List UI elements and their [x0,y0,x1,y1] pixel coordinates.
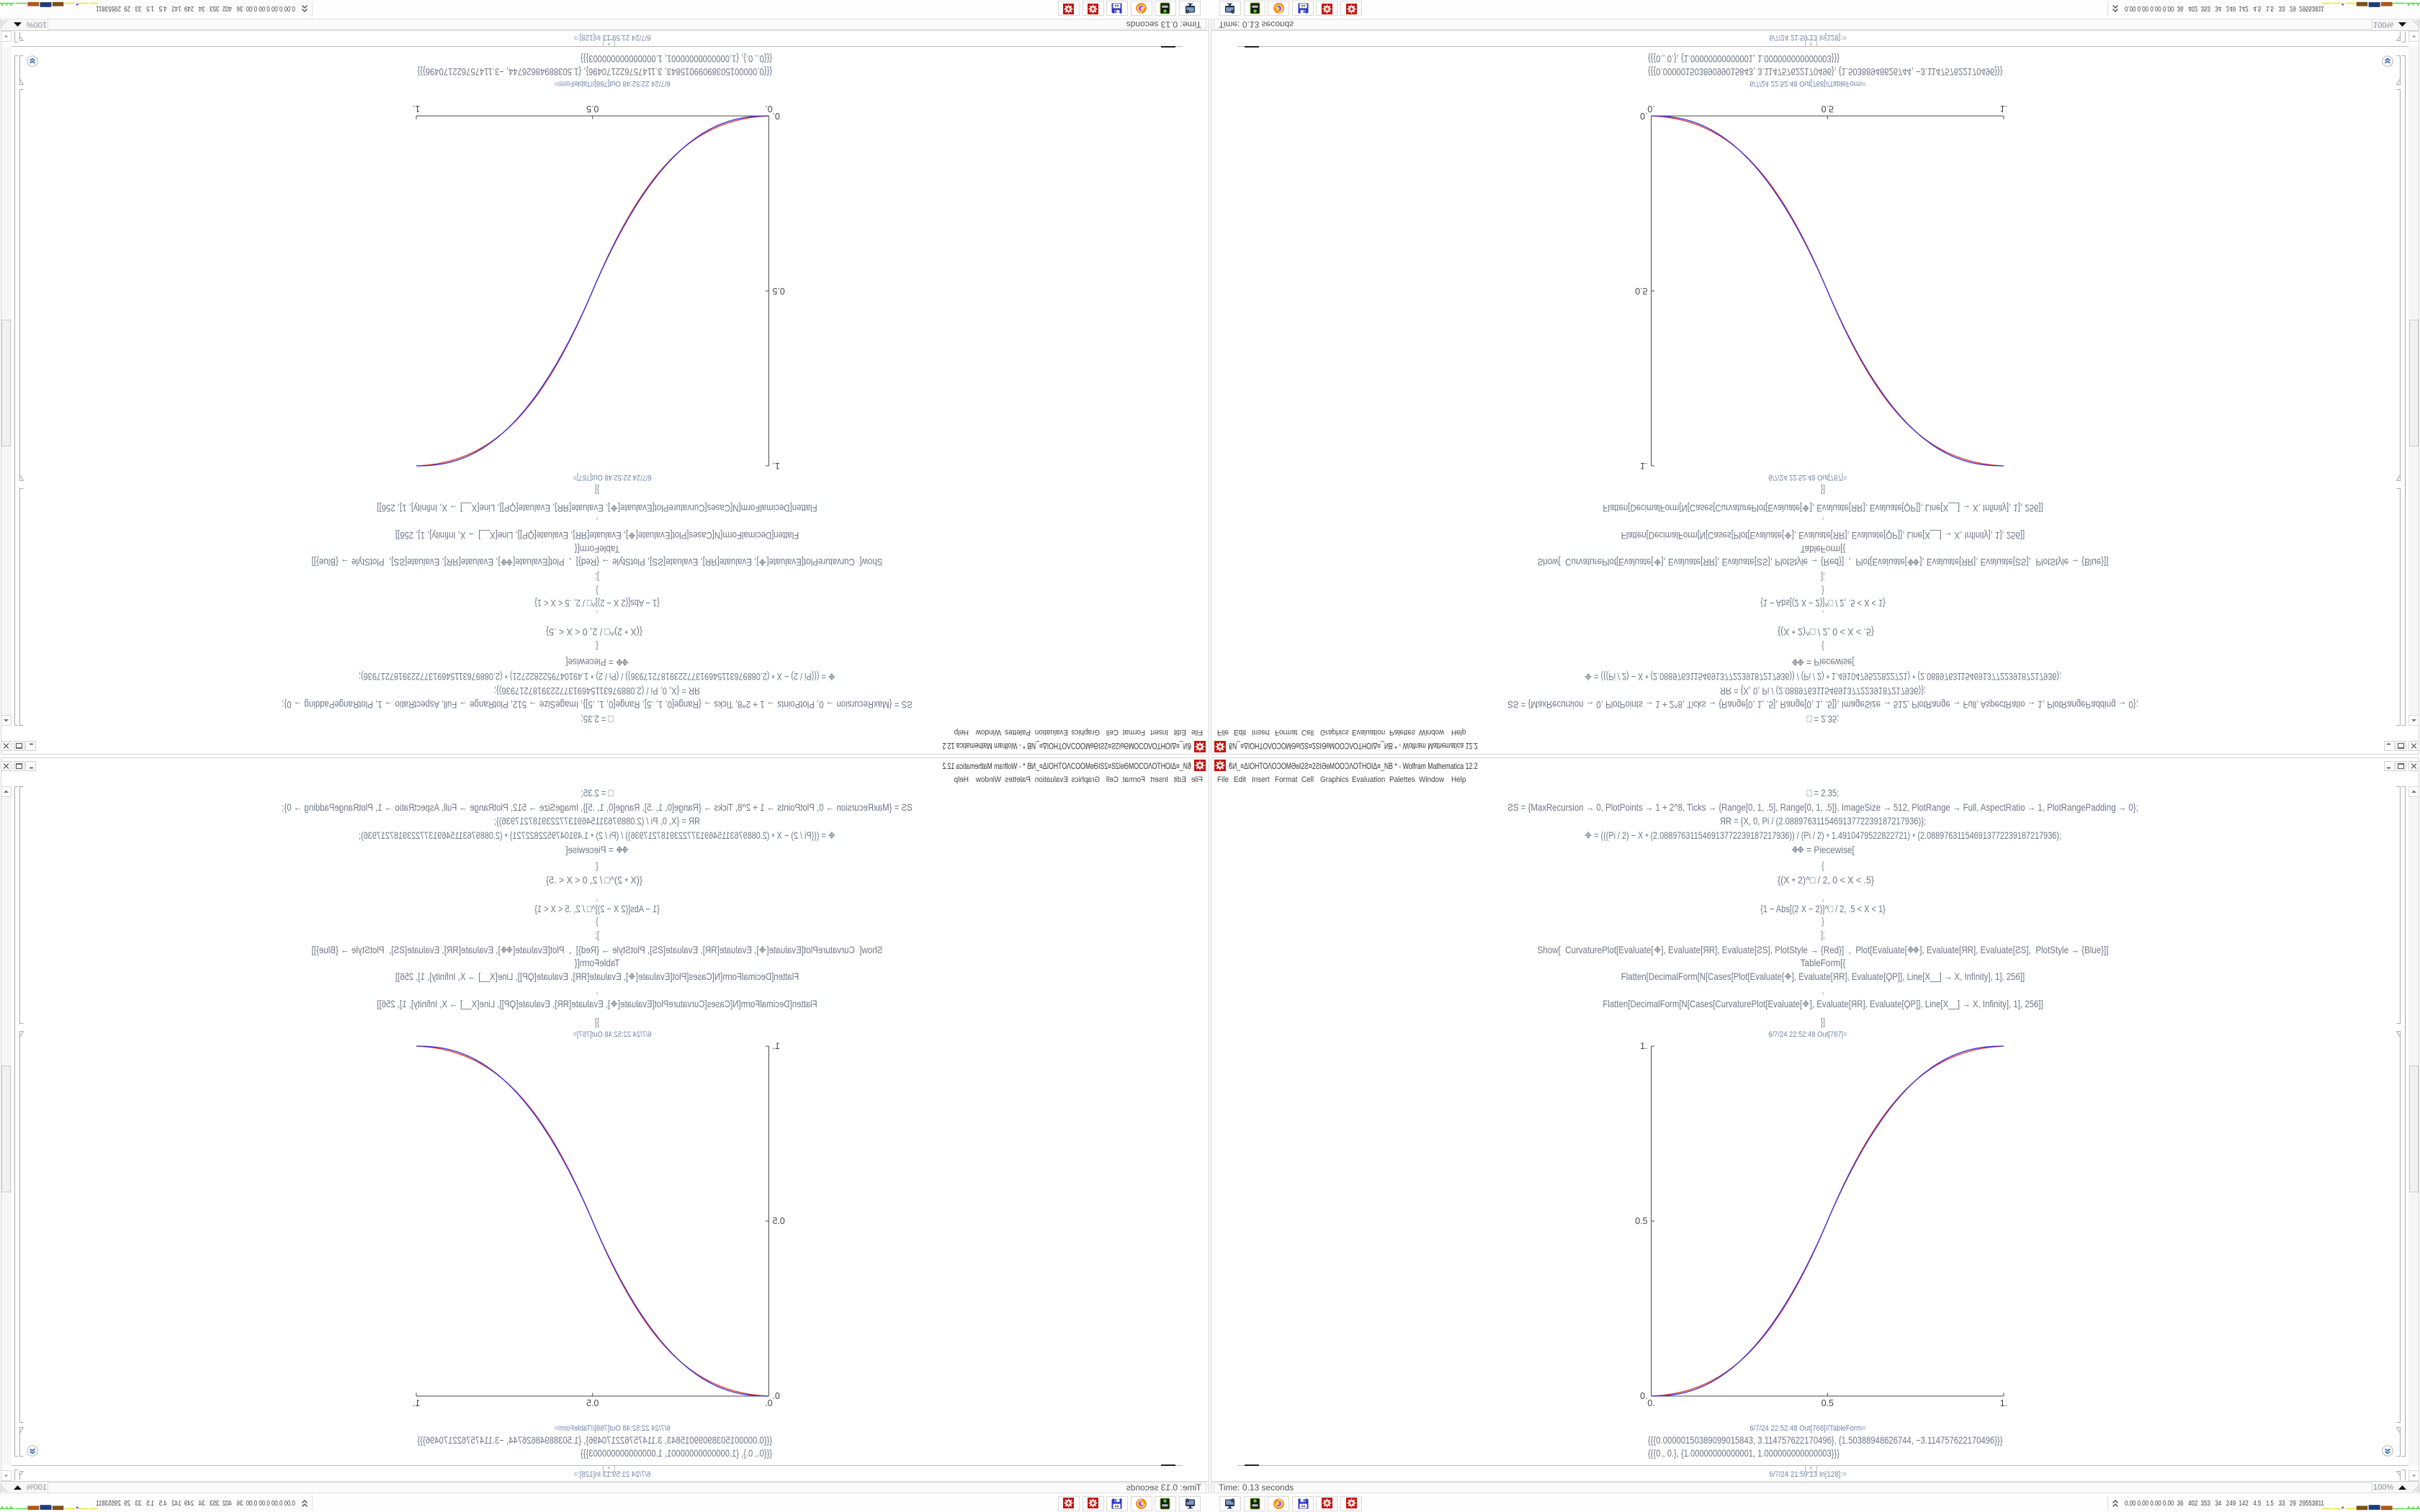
svg-text:1.: 1. [772,461,779,471]
svg-text:0.: 0. [1640,111,1647,121]
svg-text:0.5: 0.5 [586,104,599,114]
svg-text:64: 64 [1301,1505,1305,1509]
svg-text:1.: 1. [413,104,420,114]
svg-text:0.: 0. [772,111,779,121]
svg-text:64: 64 [1115,3,1119,7]
svg-text:1.: 1. [772,1041,779,1051]
svg-text:64: 64 [1301,3,1305,7]
svg-text:0.: 0. [1647,1398,1654,1408]
svg-text:0.5: 0.5 [1635,286,1647,296]
svg-text:0.5: 0.5 [586,1398,599,1408]
svg-text:0.: 0. [765,104,772,114]
svg-text:1.: 1. [413,1398,420,1408]
svg-text:0.: 0. [1647,104,1654,114]
svg-text:0.: 0. [765,1398,772,1408]
svg-text:0.5: 0.5 [772,286,784,296]
svg-text:0.5: 0.5 [1635,1216,1647,1226]
svg-text:1.: 1. [2000,104,2007,114]
svg-text:0.5: 0.5 [1821,1398,1834,1408]
svg-text:0.: 0. [1640,1391,1647,1401]
svg-text:0.5: 0.5 [772,1216,784,1226]
svg-text:0.: 0. [772,1391,779,1401]
svg-text:1.: 1. [1640,461,1647,471]
svg-text:0.5: 0.5 [1821,104,1834,114]
svg-text:1.: 1. [2000,1398,2007,1408]
svg-text:64: 64 [1115,1505,1119,1509]
svg-text:1.: 1. [1640,1041,1647,1051]
